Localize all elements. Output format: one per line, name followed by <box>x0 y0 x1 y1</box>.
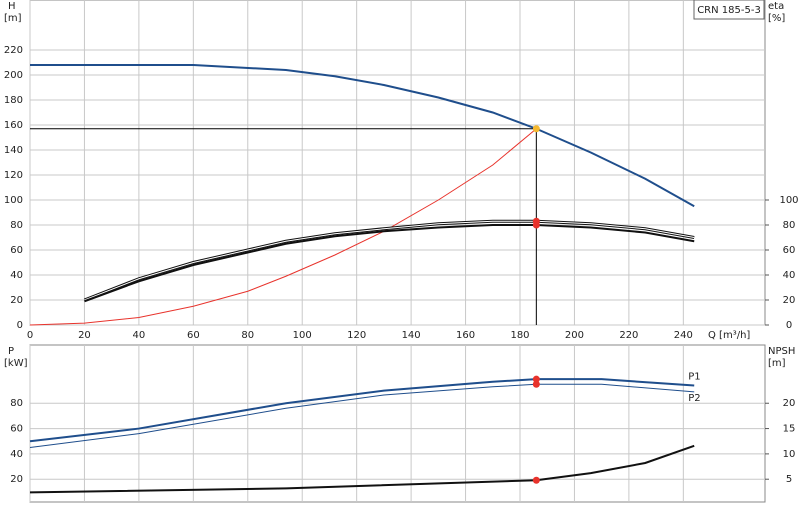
y-tick-label: 60 <box>10 245 23 256</box>
y-tick-label: 80 <box>10 398 23 409</box>
plot-frame <box>29 344 766 503</box>
y-tick-label: 160 <box>4 120 23 131</box>
y-tick-label: 40 <box>10 270 23 281</box>
y2-tick-label: 100 <box>779 195 798 206</box>
y-tick-label: 140 <box>4 145 23 156</box>
curve <box>29 444 695 494</box>
y-tick-label: 220 <box>4 45 23 56</box>
curve <box>29 128 537 326</box>
x-tick-label: 40 <box>133 330 146 341</box>
curve <box>29 383 695 449</box>
x-tick-label: 140 <box>402 330 421 341</box>
y-tick-label: 40 <box>10 449 23 460</box>
y2-axis-label: NPSH <box>768 346 795 357</box>
curve <box>30 64 695 208</box>
y-tick-label: 200 <box>4 70 23 81</box>
curve <box>83 219 695 302</box>
duty-point <box>532 125 540 133</box>
y2-tick-label: 15 <box>783 424 796 435</box>
series-label: P1 <box>688 372 700 383</box>
y2-axis-label: eta <box>768 1 784 12</box>
x-tick-label: 0 <box>27 330 33 341</box>
curve-inner <box>84 220 695 301</box>
y-axis-label: P <box>8 346 14 357</box>
y2-tick-label: 0 <box>786 320 792 331</box>
x-tick-label: 200 <box>565 330 584 341</box>
y-tick-label: 20 <box>10 474 23 485</box>
y2-tick-label: 20 <box>783 398 796 409</box>
x-tick-label: 80 <box>241 330 254 341</box>
y2-tick-label: 20 <box>783 295 796 306</box>
curve <box>29 378 695 443</box>
duty-point <box>532 476 540 484</box>
x-axis-label: Q [m³/h] <box>708 330 750 341</box>
y-tick-label: 100 <box>4 195 23 206</box>
y2-axis-unit: [%] <box>768 13 785 24</box>
duty-point <box>532 380 540 388</box>
y2-tick-label: 5 <box>786 474 792 485</box>
series-label: P2 <box>688 393 700 404</box>
x-tick-label: 160 <box>456 330 475 341</box>
y-axis-label: H <box>8 1 16 12</box>
y-axis-unit: [m] <box>4 13 22 24</box>
y-tick-label: 60 <box>10 424 23 435</box>
y-tick-label: 120 <box>4 170 23 181</box>
y2-tick-label: 60 <box>783 245 796 256</box>
x-tick-label: 60 <box>187 330 200 341</box>
x-tick-label: 120 <box>347 330 366 341</box>
y-tick-label: 80 <box>10 220 23 231</box>
x-tick-label: 220 <box>619 330 638 341</box>
title-box <box>693 0 765 20</box>
y2-tick-label: 10 <box>783 449 796 460</box>
y-tick-label: 0 <box>17 320 23 331</box>
y-tick-label: 20 <box>10 295 23 306</box>
duty-point <box>532 375 540 383</box>
curve <box>84 224 695 303</box>
duty-point <box>532 221 540 229</box>
y-tick-label: 180 <box>4 95 23 106</box>
plot-frame <box>29 0 766 326</box>
y2-tick-label: 40 <box>783 270 796 281</box>
chart-title: CRN 185-5-3 <box>697 5 761 16</box>
y-axis-unit: [kW] <box>4 358 28 369</box>
x-tick-label: 20 <box>78 330 91 341</box>
y2-tick-label: 80 <box>783 220 796 231</box>
y2-axis-unit: [m] <box>768 358 786 369</box>
x-tick-label: 180 <box>510 330 529 341</box>
x-tick-label: 100 <box>293 330 312 341</box>
x-tick-label: 240 <box>674 330 693 341</box>
